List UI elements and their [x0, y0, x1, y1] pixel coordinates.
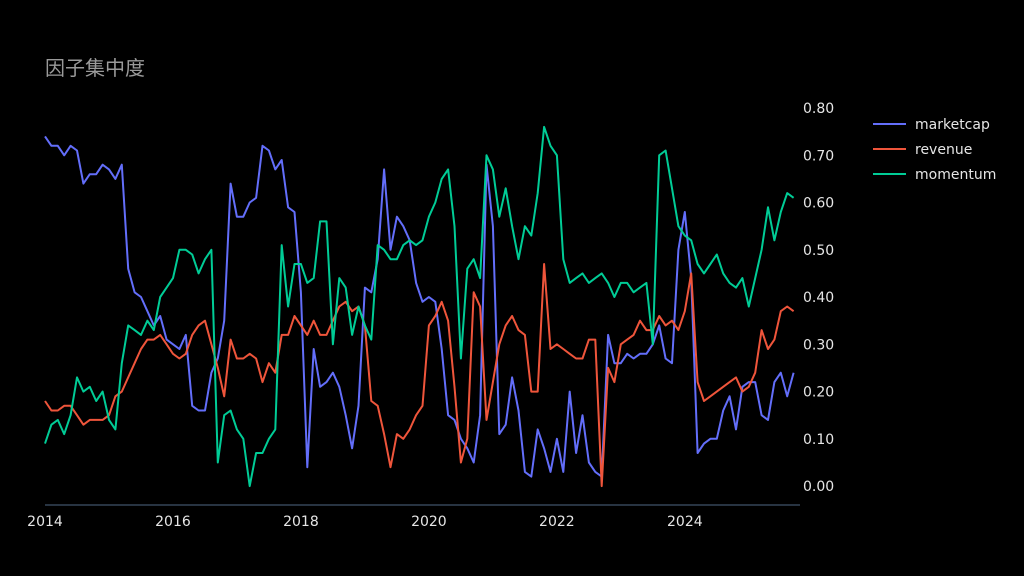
y-tick-label: 0.60 [803, 196, 834, 212]
x-tick-label: 2018 [283, 514, 319, 530]
legend-label-revenue[interactable]: revenue [915, 142, 972, 158]
y-axis: 0.00 0.10 0.20 0.30 0.40 0.50 0.60 0.70 0.80 [803, 101, 834, 495]
x-tick-label: 2020 [411, 514, 447, 530]
y-tick-label: 0.10 [803, 432, 834, 448]
plot-area[interactable] [44, 125, 795, 488]
legend[interactable]: marketcap revenue momentum [873, 117, 996, 183]
x-axis: 2014 2016 2018 2020 2022 2024 [27, 504, 800, 530]
x-tick-label: 2022 [539, 514, 575, 530]
legend-label-momentum[interactable]: momentum [915, 167, 996, 183]
y-tick-label: 0.80 [803, 101, 834, 117]
legend-label-marketcap[interactable]: marketcap [915, 117, 990, 133]
x-tick-label: 2024 [667, 514, 703, 530]
y-tick-label: 0.30 [803, 337, 834, 353]
x-tick-label: 2014 [27, 514, 63, 530]
series-line-revenue[interactable] [44, 263, 795, 488]
y-tick-label: 0.50 [803, 243, 834, 259]
x-tick-label: 2016 [155, 514, 191, 530]
y-tick-label: 0.00 [803, 479, 834, 495]
y-tick-label: 0.40 [803, 290, 834, 306]
y-tick-label: 0.20 [803, 385, 834, 401]
series-line-momentum[interactable] [44, 125, 795, 488]
y-tick-label: 0.70 [803, 148, 834, 164]
chart-title: 因子集中度 [45, 56, 145, 80]
series-line-marketcap[interactable] [44, 135, 795, 478]
